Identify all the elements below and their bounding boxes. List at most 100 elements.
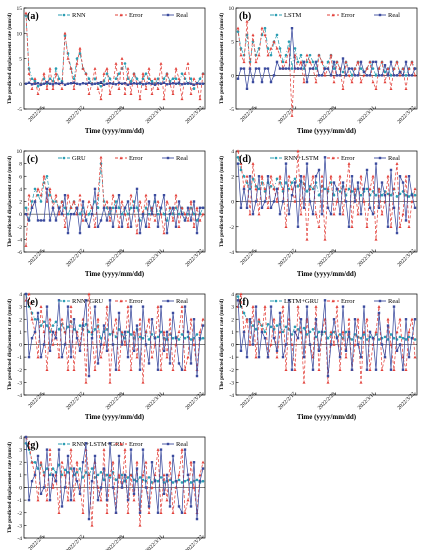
data-point [323, 156, 327, 159]
data-point [87, 374, 91, 378]
data-point [398, 225, 402, 228]
y-tick-label: -3 [17, 380, 22, 386]
data-point [269, 53, 273, 57]
data-point [156, 225, 160, 228]
data-point [153, 218, 157, 222]
data-point [404, 87, 408, 90]
data-point [96, 362, 100, 365]
data-point [371, 67, 375, 70]
data-point [120, 82, 124, 85]
data-point [254, 328, 258, 331]
data-point [341, 57, 345, 60]
data-point [305, 190, 309, 193]
data-point [374, 60, 378, 64]
data-point [299, 318, 303, 321]
data-point [344, 349, 348, 353]
data-point [36, 82, 40, 85]
data-point [135, 77, 139, 80]
legend-marker [274, 13, 278, 17]
data-point [45, 368, 49, 371]
data-point [138, 317, 142, 321]
y-tick-label: 3 [19, 448, 22, 454]
data-point [329, 333, 333, 336]
data-point [251, 343, 255, 346]
data-point [147, 511, 151, 514]
data-point [263, 67, 267, 70]
data-point [57, 299, 61, 302]
data-point [72, 77, 76, 80]
data-point [317, 330, 321, 334]
data-point [326, 380, 330, 384]
data-point [269, 174, 273, 178]
y-tick-label: 1 [19, 330, 22, 336]
data-point [48, 82, 52, 85]
legend-label: Error [341, 298, 356, 305]
data-point [165, 473, 169, 477]
data-point [395, 162, 399, 165]
data-point [183, 305, 187, 308]
data-point [236, 295, 240, 298]
y-tick-label: 2 [231, 174, 234, 180]
data-point [254, 200, 258, 203]
data-point [189, 92, 193, 96]
data-point [350, 368, 354, 371]
data-point [162, 193, 166, 197]
data-point [338, 368, 342, 371]
x-tick-label: 2022/2/17 [277, 105, 297, 125]
data-point [344, 187, 348, 191]
data-point [302, 80, 306, 84]
legend-label: Real [388, 12, 400, 19]
data-point [93, 67, 97, 70]
data-point [138, 199, 142, 203]
data-point [105, 511, 109, 514]
data-point [245, 206, 249, 210]
data-point [401, 67, 405, 70]
legend-marker [62, 13, 66, 17]
data-point [108, 299, 112, 302]
data-point [93, 305, 97, 308]
data-point [75, 479, 79, 483]
legend-label: Real [176, 155, 188, 162]
data-point [27, 81, 31, 84]
data-point [341, 181, 345, 184]
y-tick-label: -1 [229, 355, 234, 361]
data-point [198, 479, 202, 483]
data-point [287, 299, 291, 302]
data-point [30, 206, 34, 210]
data-point [260, 26, 264, 30]
data-point [87, 212, 91, 216]
data-point [338, 355, 342, 359]
data-point [30, 77, 34, 80]
data-point [159, 82, 163, 85]
data-point [242, 187, 246, 191]
data-point [380, 212, 384, 216]
data-point [162, 77, 166, 80]
data-point [27, 305, 31, 308]
data-point [201, 206, 205, 210]
data-point [123, 330, 127, 334]
chart-panel: -5 0 5 10 15 2022/2/6 2022/2/17 2022/2/28 2022/3… [6, 6, 206, 135]
data-point [147, 338, 151, 341]
data-point [156, 305, 160, 308]
data-point [386, 225, 390, 228]
x-tick-label: 2022/3/22 [184, 248, 204, 268]
data-point [135, 467, 139, 470]
x-tick-label: 2022/2/28 [317, 391, 337, 411]
data-point [383, 355, 387, 359]
data-point [144, 87, 148, 90]
data-point [150, 481, 154, 484]
data-point [174, 67, 178, 70]
data-point [147, 67, 151, 70]
data-point [60, 317, 64, 321]
data-point [66, 498, 70, 502]
data-point [404, 318, 408, 321]
data-point [317, 53, 321, 57]
data-point [386, 174, 390, 178]
data-point [353, 74, 357, 77]
data-point [251, 33, 255, 37]
data-point [189, 317, 193, 321]
data-point [269, 342, 273, 346]
data-point [281, 200, 285, 203]
data-point [335, 60, 339, 64]
data-point [39, 305, 43, 308]
